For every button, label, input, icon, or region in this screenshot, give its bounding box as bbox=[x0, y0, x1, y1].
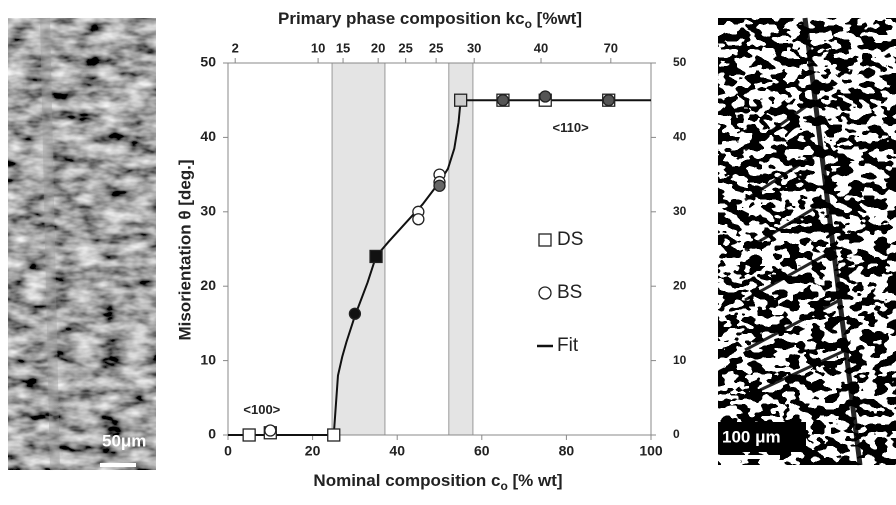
legend-label: DS bbox=[557, 229, 583, 250]
y-tick-label: 50 bbox=[200, 54, 216, 70]
x-tick-label: 0 bbox=[224, 443, 232, 459]
top-tick-label: 2 bbox=[232, 40, 239, 55]
fit-line bbox=[228, 99, 651, 436]
y2-tick-label: 20 bbox=[673, 278, 687, 292]
bs-point bbox=[348, 307, 362, 320]
annotation: <110> bbox=[553, 120, 590, 135]
x-tick-label: 20 bbox=[305, 443, 321, 459]
bs-point bbox=[433, 179, 446, 192]
legend-label: BS bbox=[557, 282, 582, 303]
scale-label: 50μm bbox=[102, 431, 146, 450]
y-tick-label: 30 bbox=[200, 203, 216, 219]
ds-point bbox=[242, 428, 256, 442]
x-tick-label: 40 bbox=[389, 443, 405, 459]
bs-point bbox=[264, 424, 277, 437]
y2-tick-label: 40 bbox=[673, 130, 687, 144]
top-tick-label: 15 bbox=[336, 40, 350, 55]
x-axis-label: Nominal composition co [% wt] bbox=[313, 471, 562, 493]
x-tick-label: 60 bbox=[474, 443, 490, 459]
top-tick-label: 10 bbox=[311, 40, 325, 55]
annotation: <100> bbox=[243, 402, 280, 417]
top-tick-label: 25 bbox=[429, 40, 443, 55]
y-tick-label: 40 bbox=[200, 128, 216, 144]
legend-label: Fit bbox=[557, 335, 579, 356]
x-tick-label: 100 bbox=[639, 443, 663, 459]
shaded-band bbox=[331, 62, 386, 436]
legend-marker bbox=[538, 286, 552, 300]
y-tick-label: 10 bbox=[200, 351, 216, 367]
top-axis-label: Primary phase composition kco [%wt] bbox=[278, 9, 582, 31]
y2-tick-label: 30 bbox=[673, 204, 687, 218]
x-tick-label: 80 bbox=[559, 443, 575, 459]
top-tick-label: 40 bbox=[534, 40, 548, 55]
y-axis-label: Misorientation θ [deg.] bbox=[175, 159, 194, 340]
top-tick-label: 25 bbox=[398, 40, 412, 55]
ds-point bbox=[369, 249, 383, 264]
right-micrograph: 100 μm bbox=[718, 17, 896, 466]
top-tick-label: 20 bbox=[371, 40, 385, 55]
plot-frame bbox=[227, 62, 652, 436]
ds-point bbox=[327, 428, 341, 442]
bs-point bbox=[539, 90, 552, 103]
ds-point bbox=[453, 93, 468, 107]
top-tick-label: 30 bbox=[467, 40, 481, 55]
shaded-band bbox=[448, 62, 474, 436]
bs-point bbox=[602, 94, 615, 107]
y-tick-label: 0 bbox=[208, 426, 216, 442]
y2-tick-label: 0 bbox=[673, 427, 680, 441]
y2-tick-label: 50 bbox=[673, 55, 687, 69]
bs-point bbox=[412, 213, 425, 226]
bs-point bbox=[496, 94, 510, 107]
left-micrograph: 50μm bbox=[8, 17, 156, 471]
top-tick-label: 70 bbox=[604, 40, 618, 55]
plot: 0 20 40 60 80 100 0 10 20 30 40 50 0 10 20 30 40 50 2 10 15 2… bbox=[200, 40, 686, 458]
y-tick-label: 20 bbox=[200, 277, 216, 293]
legend-marker bbox=[538, 233, 552, 247]
scale-label: 100 μm bbox=[722, 427, 781, 446]
y2-tick-label: 10 bbox=[673, 353, 687, 367]
